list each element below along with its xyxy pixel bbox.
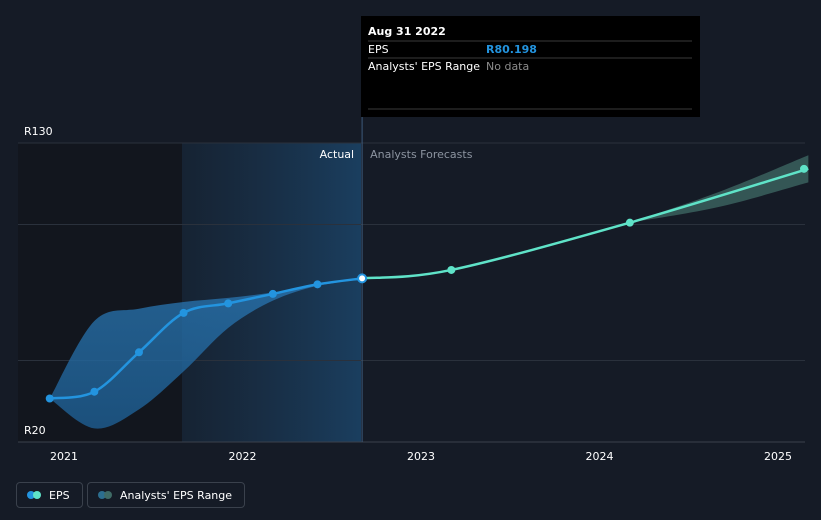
eps-point[interactable] [90, 387, 99, 396]
analysts-eps-range-forecast [629, 155, 809, 223]
y-tick-label: R130 [24, 125, 53, 138]
y-tick-label: R20 [24, 424, 46, 437]
eps-point[interactable] [179, 308, 188, 317]
legend-range-label: Analysts' EPS Range [120, 488, 233, 502]
x-tick-label: 2023 [407, 450, 435, 463]
tooltip-box [361, 16, 700, 117]
legend-eps-swatch [27, 491, 41, 499]
eps-line-forecast [361, 167, 809, 280]
eps-forecast-point[interactable] [625, 218, 634, 227]
legend-analysts-eps-range[interactable]: Analysts' EPS Range [87, 482, 246, 508]
analysts-eps-range-actual [49, 278, 363, 429]
forecast-section-label: Analysts Forecasts [370, 148, 473, 161]
eps-point[interactable] [224, 299, 233, 308]
tooltip-date: Aug 31 2022 [368, 25, 446, 38]
legend-range-swatch [98, 491, 112, 499]
eps-point[interactable] [313, 280, 322, 289]
tooltip-eps-label: EPS [368, 43, 389, 56]
eps-point[interactable] [45, 394, 54, 403]
actual-section-label: Actual [320, 148, 354, 161]
eps-forecast-point[interactable] [800, 164, 808, 173]
legend-eps-label: EPS [49, 488, 70, 502]
tooltip-eps-value: R80.198 [486, 43, 537, 56]
eps-point-highlighted[interactable] [357, 273, 368, 284]
x-tick-label: 2022 [229, 450, 257, 463]
tooltip-range-label: Analysts' EPS Range [368, 60, 480, 73]
x-tick-label: 2025 [764, 450, 792, 463]
eps-point[interactable] [134, 348, 143, 357]
x-tick-label: 2024 [586, 450, 614, 463]
eps-points [45, 164, 808, 403]
tooltip-range-value: No data [486, 60, 529, 73]
eps-forecast-point[interactable] [447, 265, 456, 274]
x-tick-label: 2021 [50, 450, 78, 463]
y-axis-ticks: R130 R20 [24, 125, 53, 437]
eps-point[interactable] [268, 289, 277, 298]
eps-tooltip: Aug 31 2022 EPS R80.198 Analysts' EPS Ra… [361, 16, 700, 117]
x-axis-ticks: 2021 2022 2023 2024 2025 [50, 450, 792, 463]
legend-eps[interactable]: EPS [16, 482, 83, 508]
